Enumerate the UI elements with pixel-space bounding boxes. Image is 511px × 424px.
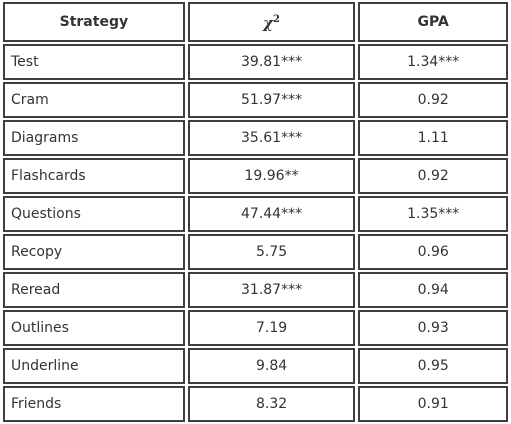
table-row: Flashcards 19.96** 0.92 [3,158,508,194]
cell-strategy: Questions [3,196,185,232]
table-row: Friends 8.32 0.91 [3,386,508,422]
table-row: Cram 51.97*** 0.92 [3,82,508,118]
cell-gpa: 0.91 [358,386,508,422]
cell-chi-square: 5.75 [187,234,356,270]
header-row: Strategy χ2 GPA [3,2,508,42]
table-body: Test 39.81*** 1.34*** Cram 51.97*** 0.92 Diagr… [3,44,508,422]
table-row: Recopy 5.75 0.96 [3,234,508,270]
cell-chi-square: 51.97*** [187,82,356,118]
cell-strategy: Outlines [3,310,185,346]
cell-chi-square: 47.44*** [187,196,356,232]
chi-letter: χ [263,14,273,32]
cell-strategy: Recopy [3,234,185,270]
cell-strategy: Reread [3,272,185,308]
chi-symbol: χ2 [263,14,280,32]
cell-strategy: Flashcards [3,158,185,194]
header-gpa: GPA [358,2,508,42]
cell-chi-square: 9.84 [187,348,356,384]
cell-strategy: Diagrams [3,120,185,156]
cell-gpa: 1.34*** [358,44,508,80]
cell-strategy: Test [3,44,185,80]
table-row: Diagrams 35.61*** 1.11 [3,120,508,156]
cell-gpa: 1.11 [358,120,508,156]
cell-chi-square: 7.19 [187,310,356,346]
cell-gpa: 0.92 [358,82,508,118]
cell-strategy: Cram [3,82,185,118]
cell-chi-square: 35.61*** [187,120,356,156]
cell-gpa: 0.95 [358,348,508,384]
cell-gpa: 0.93 [358,310,508,346]
cell-gpa: 0.92 [358,158,508,194]
cell-chi-square: 19.96** [187,158,356,194]
table-row: Questions 47.44*** 1.35*** [3,196,508,232]
cell-chi-square: 8.32 [187,386,356,422]
cell-chi-square: 31.87*** [187,272,356,308]
cell-chi-square: 39.81*** [187,44,356,80]
cell-strategy: Underline [3,348,185,384]
table-row: Reread 31.87*** 0.94 [3,272,508,308]
chi-exponent: 2 [273,14,280,25]
cell-gpa: 0.96 [358,234,508,270]
header-strategy: Strategy [3,2,185,42]
cell-gpa: 0.94 [358,272,508,308]
table-row: Outlines 7.19 0.93 [3,310,508,346]
table-row: Test 39.81*** 1.34*** [3,44,508,80]
table-row: Underline 9.84 0.95 [3,348,508,384]
cell-gpa: 1.35*** [358,196,508,232]
cell-strategy: Friends [3,386,185,422]
header-chi-square: χ2 [187,2,356,42]
